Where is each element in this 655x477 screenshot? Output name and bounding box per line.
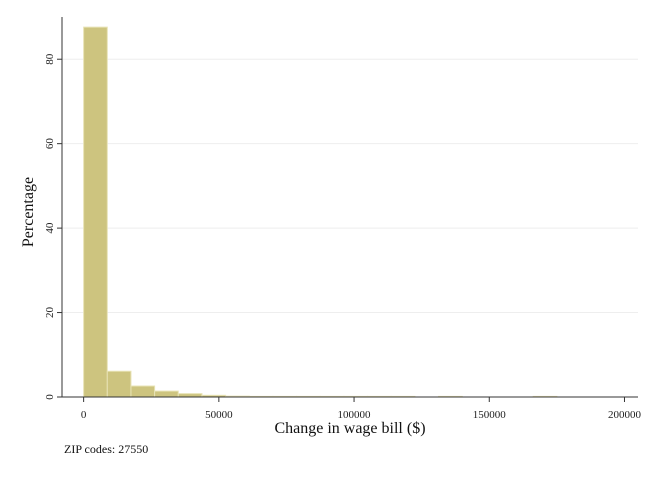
x-tick-label-0: 0: [81, 409, 87, 421]
axes: [61, 17, 638, 398]
x-tick-label-1: 50000: [205, 409, 233, 421]
histogram-bar-3: [154, 390, 179, 398]
histogram-bars: [83, 26, 558, 398]
x-ticks: 0 50000 100000 150000 200000: [81, 397, 642, 421]
histogram-bar-0: [83, 26, 108, 398]
histogram-bar-1: [106, 370, 132, 398]
y-tick-label-4: 80: [44, 53, 56, 65]
y-tick-label-0: 0: [44, 394, 56, 400]
histogram-bar-2: [130, 385, 156, 398]
y-tick-label-1: 20: [44, 307, 56, 319]
gridlines: [62, 58, 638, 314]
histogram-bar-4: [177, 393, 203, 398]
y-ticks: 0 20 40 60 80: [44, 53, 62, 400]
y-axis-title: Percentage: [20, 177, 37, 247]
x-axis-title: Change in wage bill ($): [274, 420, 425, 437]
x-tick-label-4: 200000: [608, 409, 642, 421]
x-tick-label-3: 150000: [473, 409, 507, 421]
y-tick-label-3: 60: [44, 138, 56, 150]
chart-note: ZIP codes: 27550: [64, 442, 148, 456]
y-tick-label-2: 40: [44, 222, 56, 234]
x-tick-label-2: 100000: [338, 409, 372, 421]
